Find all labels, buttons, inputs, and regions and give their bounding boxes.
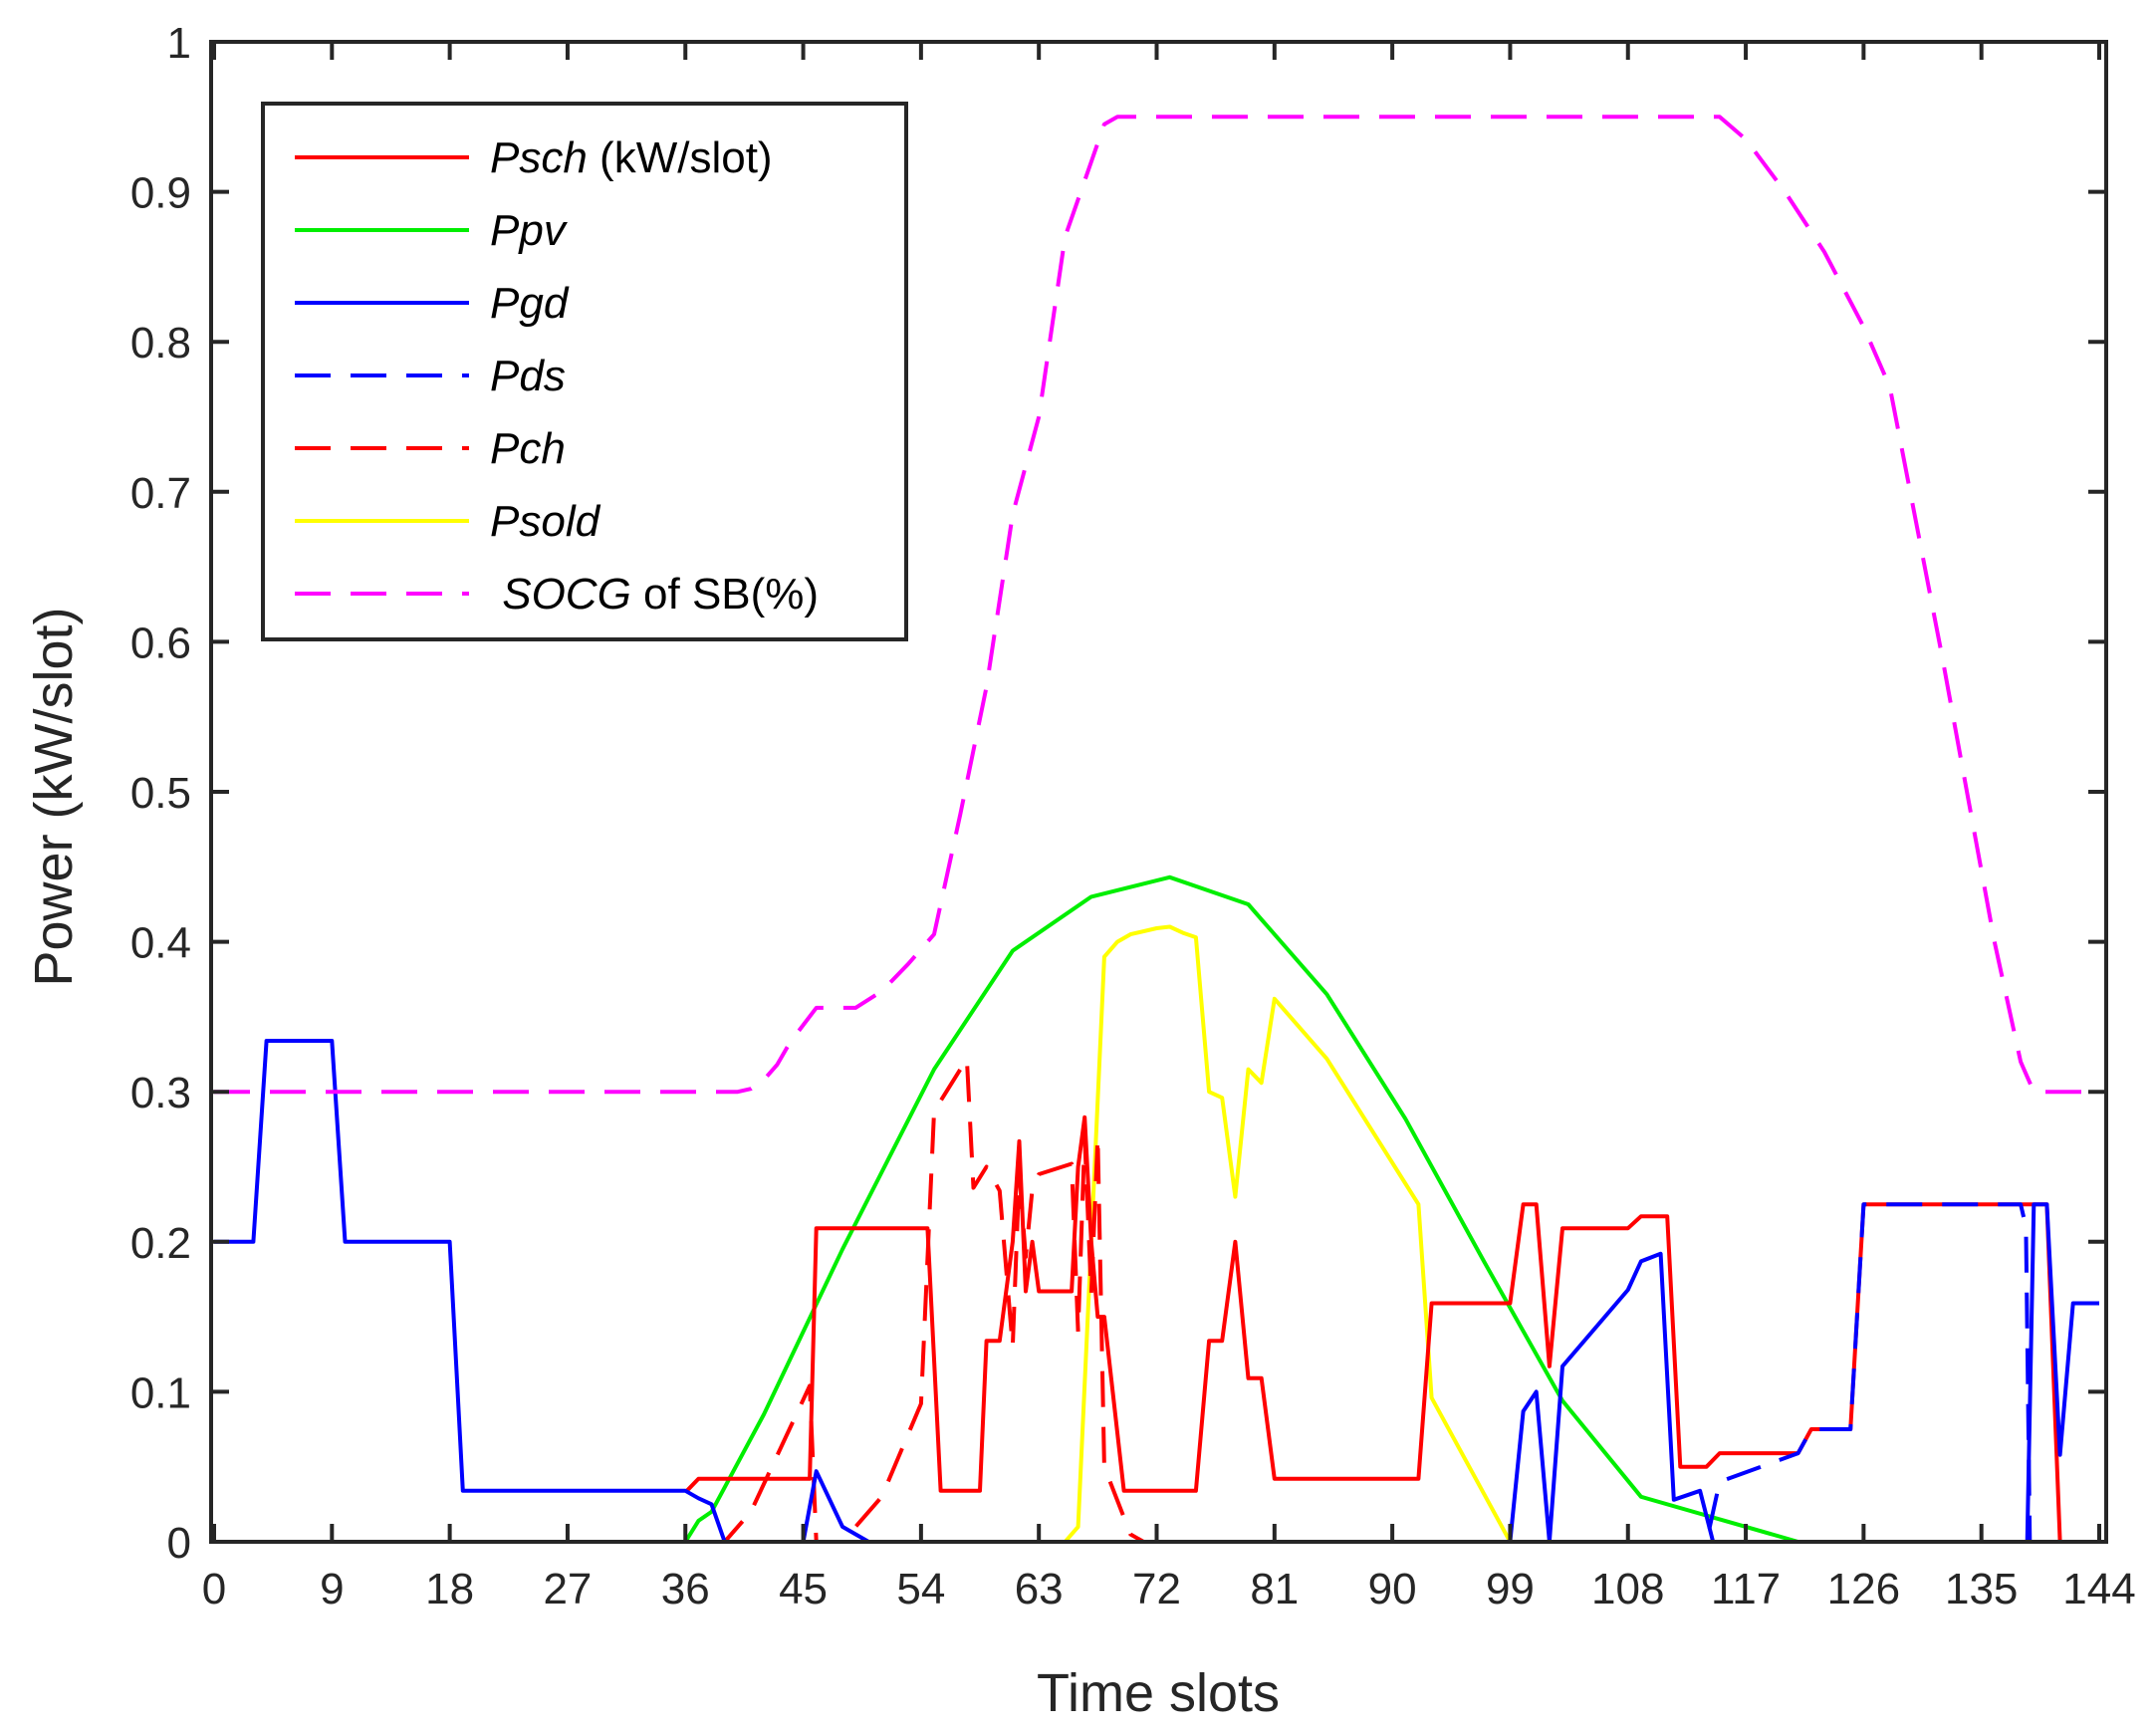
legend-label-suffix: of SB(%) xyxy=(631,570,819,619)
y-tick-label: 0.9 xyxy=(130,169,191,218)
x-tick-labels: 0 9 18 27 36 45 54 63 72 81 90 99 108 117 126 135 144 xyxy=(202,1565,2136,1613)
y-tick-label: 1 xyxy=(167,19,191,68)
legend-entry-pds: Pds xyxy=(295,352,566,400)
y-tick-label: 0.7 xyxy=(130,469,191,518)
y-tick-label: 0.6 xyxy=(130,619,191,667)
legend-label: Pgd xyxy=(490,279,570,328)
legend-entry-psch: Psch (kW/slot) xyxy=(295,133,773,182)
legend-entry-pgd: Pgd xyxy=(295,279,570,328)
legend-label-name: Pgd xyxy=(490,279,570,328)
legend-entry-ppv: Ppv xyxy=(295,206,569,255)
y-tick-label: 0.8 xyxy=(130,319,191,368)
legend-label-prefix xyxy=(490,570,502,619)
y-axis-label: Power (kW/slot) xyxy=(24,607,84,986)
series-line-pgd xyxy=(214,1039,2099,1544)
series-line-socg xyxy=(214,115,2099,1095)
x-tick-label: 18 xyxy=(425,1565,474,1613)
y-tick-label: 0.2 xyxy=(130,1219,191,1268)
x-tick-label: 144 xyxy=(2062,1565,2135,1613)
x-tick-label: 63 xyxy=(1015,1565,1064,1613)
y-tick-label: 0.3 xyxy=(130,1069,191,1117)
x-tick-label: 117 xyxy=(1711,1565,1781,1613)
legend-label-name: Ppv xyxy=(490,206,569,255)
axis-ticks xyxy=(211,40,2106,1544)
legend-label: Psch (kW/slot) xyxy=(490,133,773,182)
x-tick-label: 9 xyxy=(320,1565,344,1613)
x-tick-label: 72 xyxy=(1132,1565,1181,1613)
x-tick-label: 135 xyxy=(1945,1565,2018,1613)
legend-label-name: Psold xyxy=(490,497,601,546)
series-line-psold xyxy=(214,924,2099,1544)
legend-label: Psold xyxy=(490,497,601,546)
legend-entry-socg: SOCG of SB(%) xyxy=(295,570,819,619)
legend-label-name: Pds xyxy=(490,352,566,400)
x-tick-label: 0 xyxy=(202,1565,226,1613)
legend-label: Pch xyxy=(490,424,566,473)
legend-label: Ppv xyxy=(490,206,569,255)
y-tick-label: 0.4 xyxy=(130,919,191,968)
legend-label: Pds xyxy=(490,352,566,400)
y-tick-label: 0 xyxy=(167,1519,191,1568)
x-axis-label: Time slots xyxy=(1037,1663,1280,1723)
legend: Psch (kW/slot) Ppv Pgd Pds Pch Psold SOCG of … xyxy=(261,102,908,641)
x-tick-label: 90 xyxy=(1368,1565,1417,1613)
series-line-psch xyxy=(683,1115,2099,1544)
legend-label: SOCG of SB(%) xyxy=(490,570,819,619)
y-tick-label: 0.1 xyxy=(130,1368,191,1417)
legend-entry-pch: Pch xyxy=(295,424,566,473)
x-tick-label: 126 xyxy=(1827,1565,1900,1613)
x-tick-label: 36 xyxy=(661,1565,710,1613)
x-tick-label: 108 xyxy=(1591,1565,1664,1613)
y-tick-labels: 0 0.1 0.2 0.3 0.4 0.5 0.6 0.7 0.8 0.9 1 xyxy=(130,19,191,1568)
legend-box xyxy=(261,102,908,641)
x-tick-label: 27 xyxy=(543,1565,592,1613)
x-tick-label: 81 xyxy=(1250,1565,1299,1613)
legend-label-suffix: (kW/slot) xyxy=(588,133,773,182)
legend-label-name: Pch xyxy=(490,424,566,473)
series-line-ppv xyxy=(214,874,2099,1544)
x-tick-label: 45 xyxy=(779,1565,828,1613)
x-tick-label: 54 xyxy=(896,1565,945,1613)
legend-label-name: Psch xyxy=(490,133,588,182)
y-tick-label: 0.5 xyxy=(130,769,191,818)
legend-label-name: SOCG xyxy=(502,570,631,619)
legend-entry-psold: Psold xyxy=(295,497,601,546)
x-tick-label: 99 xyxy=(1486,1565,1535,1613)
